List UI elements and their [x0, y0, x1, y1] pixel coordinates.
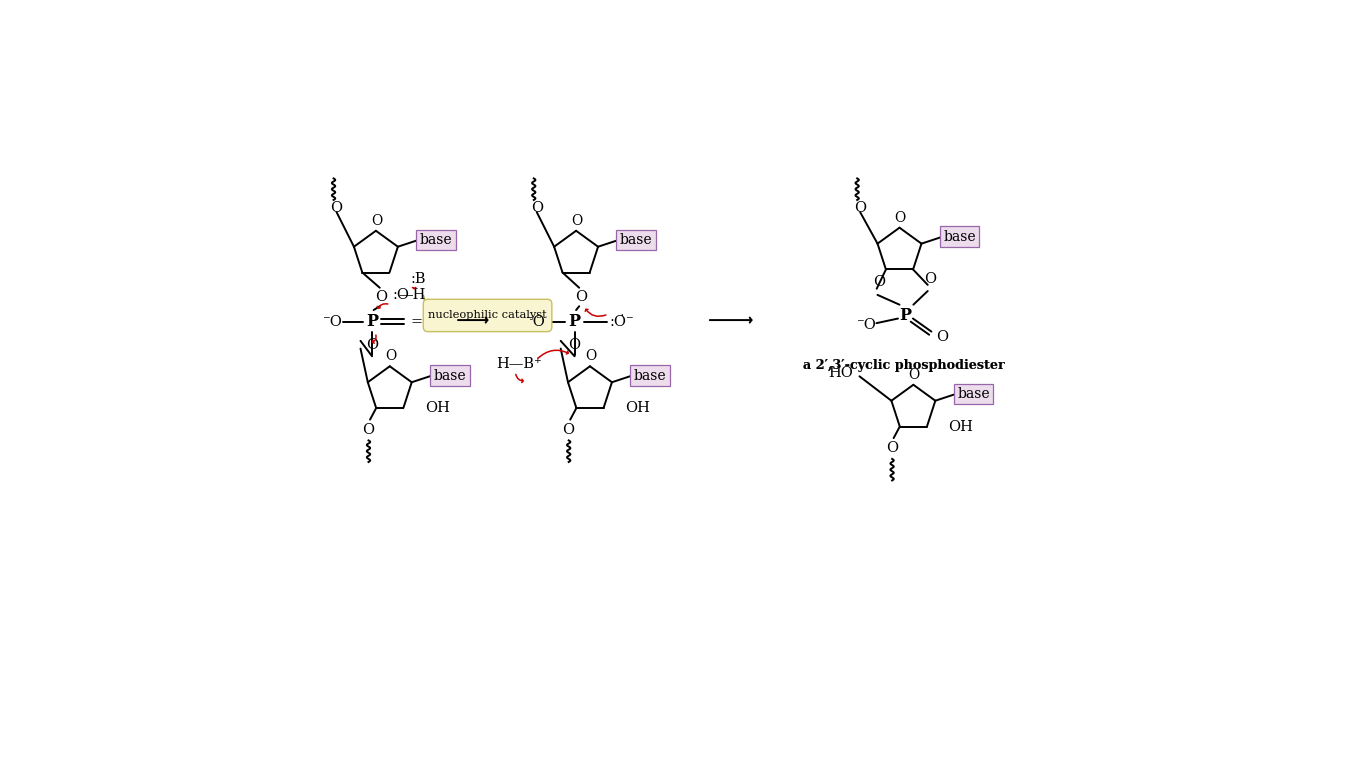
Text: P: P — [568, 313, 581, 330]
Text: —H: —H — [399, 289, 426, 303]
Text: O: O — [585, 349, 597, 363]
Text: O: O — [873, 275, 885, 289]
Text: P: P — [900, 307, 911, 324]
Text: O: O — [362, 422, 374, 437]
Text: :B: :B — [411, 273, 426, 286]
Text: O: O — [376, 290, 388, 304]
Text: OH: OH — [425, 401, 449, 415]
Text: OH: OH — [948, 419, 974, 434]
Text: =O: =O — [411, 315, 434, 329]
Text: a 2′,3′-cyclic phosphodiester: a 2′,3′-cyclic phosphodiester — [803, 359, 1005, 372]
Text: O: O — [908, 368, 919, 382]
Text: nucleophilic catalyst: nucleophilic catalyst — [428, 310, 546, 320]
Text: O: O — [372, 214, 382, 228]
Text: H—B⁺: H—B⁺ — [496, 357, 542, 371]
Text: ⁻O: ⁻O — [525, 315, 545, 329]
Text: O: O — [575, 290, 587, 304]
Text: OH: OH — [626, 401, 650, 415]
Text: base: base — [419, 233, 452, 247]
Text: base: base — [634, 369, 667, 382]
Text: ⁻O: ⁻O — [322, 315, 342, 329]
Text: base: base — [944, 230, 975, 244]
FancyBboxPatch shape — [423, 300, 552, 332]
Text: P: P — [366, 313, 378, 330]
Text: O: O — [531, 200, 542, 215]
Text: :Ȯ⁻: :Ȯ⁻ — [611, 315, 635, 329]
Text: O: O — [937, 330, 948, 344]
Text: O: O — [568, 338, 581, 352]
Text: O: O — [366, 338, 378, 352]
Text: O: O — [331, 200, 343, 215]
Text: O: O — [895, 210, 906, 225]
Text: O: O — [923, 273, 936, 286]
Text: a 2′,3′-cyclic phosphodiester: a 2′,3′-cyclic phosphodiester — [803, 359, 1005, 372]
Text: HO: HO — [828, 366, 854, 380]
Text: O: O — [887, 441, 899, 455]
Text: O: O — [571, 214, 582, 228]
Text: O: O — [385, 349, 396, 363]
Text: ⁻O: ⁻O — [855, 318, 876, 332]
Text: O: O — [563, 422, 575, 437]
Text: a 2′,3′-cyclic phosphodiester: a 2′,3′-cyclic phosphodiester — [803, 359, 1005, 372]
Text: O: O — [854, 200, 866, 215]
Text: base: base — [433, 369, 466, 382]
Text: :O: :O — [392, 289, 408, 303]
Text: base: base — [620, 233, 653, 247]
Text: base: base — [958, 387, 990, 401]
